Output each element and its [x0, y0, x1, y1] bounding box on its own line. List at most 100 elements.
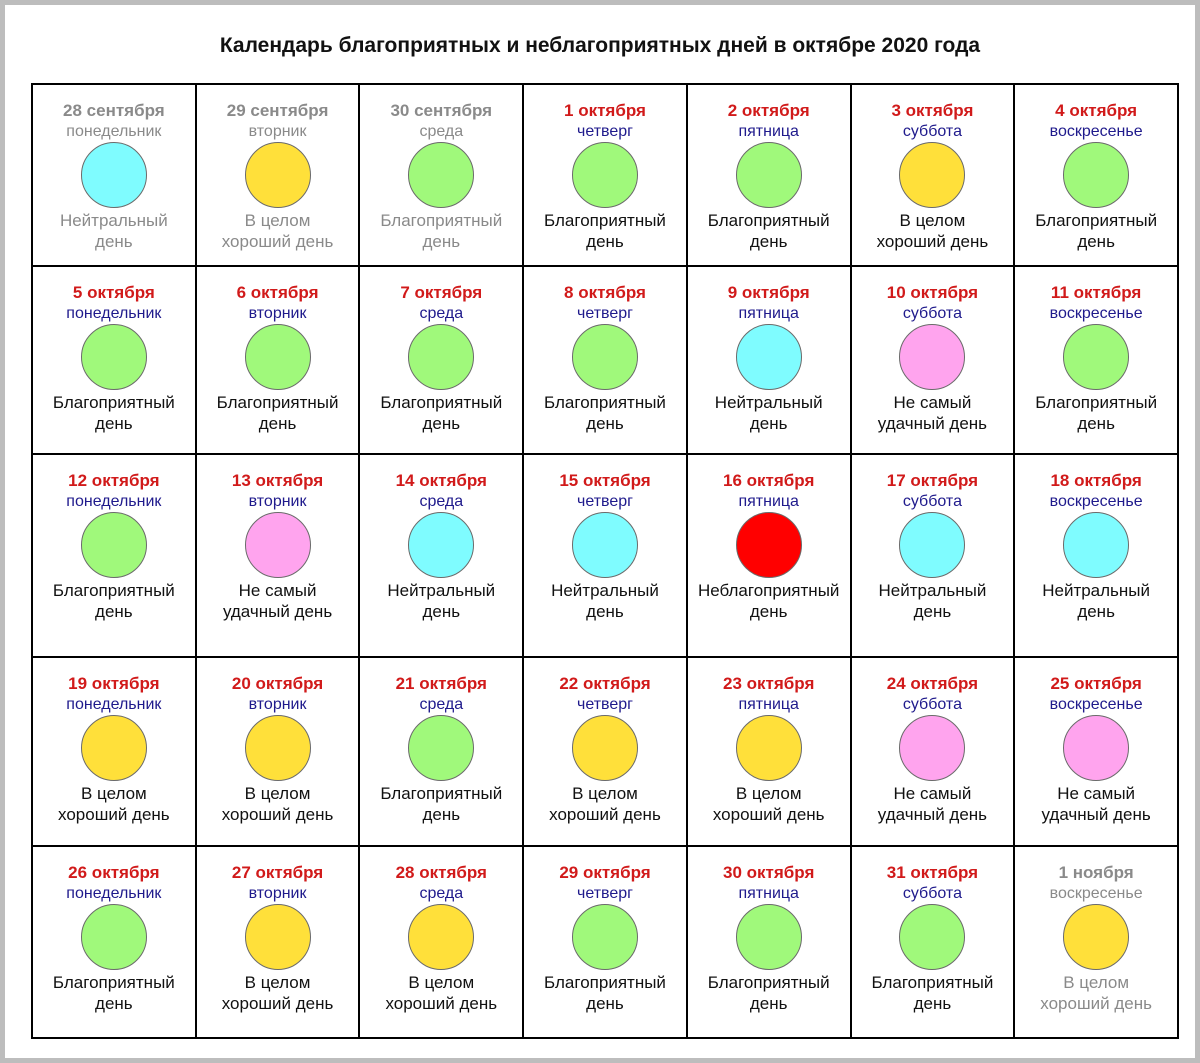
day-weekday: суббота	[902, 885, 962, 902]
status-indicator-dot	[735, 715, 802, 781]
calendar-day-cell: 2 октября пятница Благоприятный день	[687, 85, 850, 265]
day-status-label: Благоприятный день	[52, 581, 175, 621]
day-date: 28 сентября	[63, 101, 165, 120]
calendar-day-cell: 19 октября понедельник В целом хороший ден…	[33, 658, 195, 845]
day-date: 1 октября	[564, 101, 646, 120]
status-indicator-dot	[899, 715, 966, 781]
day-status-label: Нейтральный день	[59, 211, 168, 251]
status-indicator-dot	[1063, 715, 1130, 781]
status-indicator-dot	[1063, 324, 1130, 390]
day-status-label: Неблагоприятный день	[697, 581, 840, 621]
day-date: 5 октября	[72, 283, 155, 302]
day-weekday: вторник	[248, 885, 307, 902]
calendar-day-cell: 13 октября вторник Не самый удачный день	[196, 455, 359, 656]
day-date: 15 октября	[559, 471, 651, 490]
status-indicator-dot	[571, 324, 638, 390]
calendar-grid: 28 сентября понедельник Нейтральный день 29…	[31, 83, 1179, 1039]
page-title: Календарь благоприятных и неблагоприятны…	[219, 34, 981, 57]
day-weekday: суббота	[902, 696, 962, 713]
day-status-label: В целом хороший день	[221, 784, 334, 824]
day-weekday: вторник	[248, 696, 307, 713]
day-weekday: среда	[419, 123, 464, 140]
day-status-label: Благоприятный день	[707, 973, 830, 1013]
day-date: 8 октября	[564, 283, 646, 302]
day-weekday: вторник	[248, 493, 307, 510]
calendar-day-cell: 6 октября вторник Благоприятный день	[196, 267, 359, 453]
status-indicator-dot	[735, 512, 802, 578]
status-indicator-dot	[571, 142, 638, 208]
day-weekday: среда	[419, 305, 464, 322]
day-weekday: четверг	[577, 696, 633, 713]
day-weekday: среда	[419, 696, 464, 713]
day-weekday: понедельник	[66, 696, 162, 713]
day-status-label: Благоприятный день	[544, 973, 666, 1013]
day-weekday: четверг	[577, 123, 633, 140]
day-date: 22 октября	[559, 674, 651, 693]
day-status-label: В целом хороший день	[221, 211, 334, 251]
day-date: 1 ноября	[1058, 863, 1134, 882]
status-indicator-dot	[1063, 142, 1130, 208]
day-date: 12 октября	[68, 471, 160, 490]
calendar-day-cell: 9 октября пятница Нейтральный день	[687, 267, 850, 453]
day-weekday: воскресенье	[1049, 696, 1143, 713]
day-weekday: пятница	[738, 696, 799, 713]
status-indicator-dot	[899, 904, 966, 970]
day-date: 23 октября	[723, 674, 815, 693]
day-status-label: Благоприятный день	[216, 393, 339, 433]
calendar-day-cell: 29 октября четверг Благоприятный день	[524, 847, 686, 1037]
calendar-day-cell: 21 октября среда Благоприятный день	[360, 658, 523, 845]
day-status-label: В целом хороший день	[58, 784, 170, 824]
day-status-label: Благоприятный день	[871, 973, 994, 1013]
day-status-label: Не самый удачный день	[877, 784, 988, 824]
day-date: 29 сентября	[226, 101, 329, 120]
status-indicator-dot	[899, 512, 966, 578]
status-indicator-dot	[899, 142, 966, 208]
calendar-day-cell: 22 октября четверг В целом хороший день	[524, 658, 686, 845]
day-date: 26 октября	[68, 863, 160, 882]
day-date: 6 октября	[236, 283, 319, 302]
day-weekday: понедельник	[66, 305, 162, 322]
day-date: 14 октября	[395, 471, 487, 490]
day-date: 31 октября	[886, 863, 979, 882]
day-date: 7 октября	[400, 283, 483, 302]
day-status-label: В целом хороший день	[712, 784, 825, 824]
day-status-label: Не самый удачный день	[877, 393, 988, 433]
calendar-day-cell: 5 октября понедельник Благоприятный день	[33, 267, 195, 453]
day-date: 21 октября	[395, 674, 487, 693]
day-status-label: В целом хороший день	[385, 973, 498, 1013]
day-date: 13 октября	[231, 471, 324, 490]
day-status-label: Нейтральный день	[1042, 581, 1151, 621]
status-indicator-dot	[735, 142, 802, 208]
status-indicator-dot	[1063, 904, 1130, 970]
status-indicator-dot	[735, 324, 802, 390]
day-date: 20 октября	[231, 674, 324, 693]
day-status-label: Благоприятный день	[380, 784, 503, 824]
status-indicator-dot	[408, 142, 475, 208]
day-weekday: пятница	[738, 493, 799, 510]
day-weekday: пятница	[738, 305, 799, 322]
calendar-day-cell: 12 октября понедельник Благоприятный день	[33, 455, 195, 656]
calendar-day-cell: 18 октября воскресенье Нейтральный день	[1015, 455, 1177, 656]
day-status-label: Не самый удачный день	[222, 581, 333, 621]
day-date: 10 октября	[886, 283, 979, 302]
calendar-day-cell: 4 октября воскресенье Благоприятный день	[1015, 85, 1177, 265]
calendar-day-cell: 20 октября вторник В целом хороший день	[196, 658, 359, 845]
calendar-day-cell: 30 сентября среда Благоприятный день	[360, 85, 523, 265]
calendar-day-cell: 15 октября четверг Нейтральный день	[524, 455, 686, 656]
calendar-day-cell: 1 октября четверг Благоприятный день	[524, 85, 686, 265]
calendar-day-cell: 28 сентября понедельник Нейтральный день	[33, 85, 195, 265]
day-status-label: Благоприятный день	[52, 393, 175, 433]
calendar-day-cell: 17 октября суббота Нейтральный день	[851, 455, 1014, 656]
status-indicator-dot	[244, 512, 311, 578]
day-date: 16 октября	[723, 471, 815, 490]
day-weekday: воскресенье	[1049, 493, 1143, 510]
calendar-day-cell: 25 октября воскресенье Не самый удачный де…	[1015, 658, 1177, 845]
day-status-label: Нейтральный день	[551, 581, 659, 621]
status-indicator-dot	[1063, 512, 1130, 578]
calendar-day-cell: 31 октября суббота Благоприятный день	[851, 847, 1014, 1037]
day-status-label: Благоприятный день	[380, 393, 503, 433]
calendar-day-cell: 8 октября четверг Благоприятный день	[524, 267, 686, 453]
day-date: 4 октября	[1055, 101, 1138, 120]
status-indicator-dot	[735, 904, 802, 970]
status-indicator-dot	[80, 324, 147, 390]
